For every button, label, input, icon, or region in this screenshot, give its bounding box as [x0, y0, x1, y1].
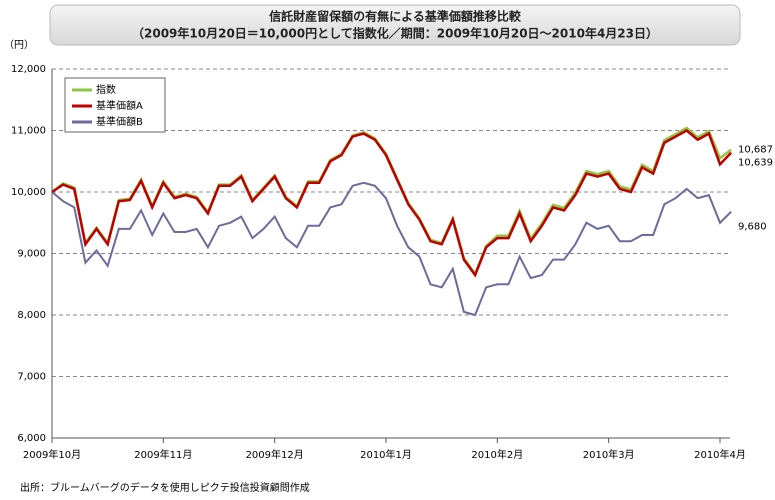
- legend-label: 指数: [96, 83, 116, 96]
- title-banner: [49, 4, 741, 46]
- y-tick-label: 9,000: [17, 249, 46, 260]
- y-tick-label: 8,000: [17, 310, 46, 321]
- x-tick-label: 2009年12月: [246, 448, 304, 461]
- y-tick-label: 7,000: [17, 372, 46, 383]
- chart-title: 信託財産留保額の有無による基準価額推移比較: [269, 9, 522, 24]
- x-tick-label: 2010年4月: [694, 448, 746, 461]
- y-tick-label: 11,000: [11, 126, 46, 137]
- value-label: 9,680: [738, 222, 767, 233]
- y-tick-label: 12,000: [11, 64, 46, 75]
- x-tick-label: 2009年11月: [134, 448, 192, 461]
- x-tick-label: 2010年1月: [360, 448, 412, 461]
- source-note: 出所：ブルームバーグのデータを使用しピクテ投信投資顧問作成: [20, 481, 310, 494]
- y-tick-label: 10,000: [11, 187, 46, 198]
- series-line: [51, 128, 733, 278]
- y-tick-label: 6,000: [17, 433, 46, 444]
- legend-label: 基準価額B: [96, 115, 143, 128]
- series-line: [51, 181, 732, 317]
- value-label: 10,639: [738, 158, 773, 169]
- y-unit: （円）: [4, 39, 34, 51]
- legend-label: 基準価額A: [96, 99, 143, 112]
- value-label: 10,687: [738, 145, 773, 156]
- chart-subtitle: （2009年10月20日＝10,000円として指数化／期間：2009年10月20…: [132, 26, 658, 41]
- x-tick-label: 2009年10月: [23, 448, 81, 461]
- x-tick-label: 2010年2月: [471, 448, 523, 461]
- x-tick-label: 2010年3月: [583, 448, 635, 461]
